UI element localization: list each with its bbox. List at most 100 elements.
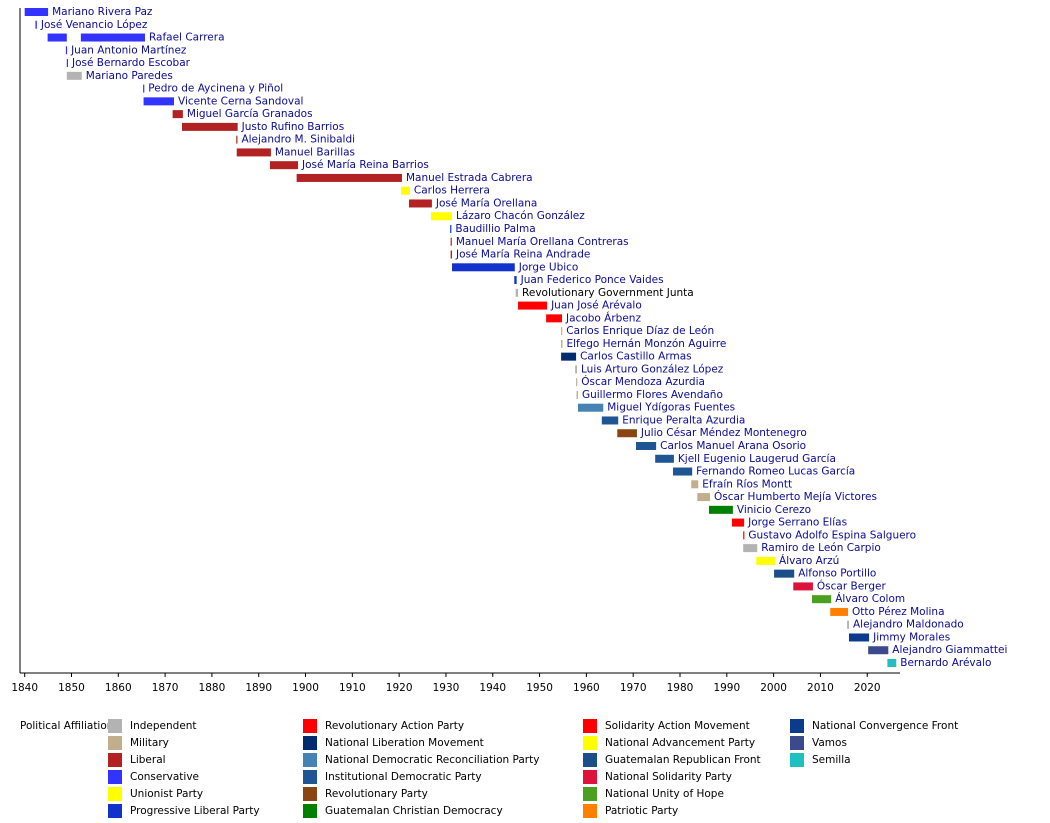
president-label: José María Reina Barrios xyxy=(301,159,429,171)
legend-label: Liberal xyxy=(130,754,166,766)
legend-swatch xyxy=(108,787,122,801)
term-bar xyxy=(575,365,578,374)
legend-title: Political Affiliation: xyxy=(20,720,117,732)
legend-swatch xyxy=(108,736,122,750)
term-bar xyxy=(452,263,515,272)
term-bar xyxy=(561,327,563,336)
term-bar xyxy=(847,620,849,629)
x-tick-label: 1960 xyxy=(573,682,600,694)
president-label: Gustavo Adolfo Espina Salguero xyxy=(748,529,916,541)
term-bar xyxy=(66,59,69,68)
president-label: José María Orellana xyxy=(435,197,537,209)
x-tick-label: 1910 xyxy=(339,682,366,694)
president-label: Álvaro Colom xyxy=(835,592,905,605)
legend-label: Vamos xyxy=(812,737,847,749)
legend-label: Patriotic Party xyxy=(605,805,678,817)
president-label: Alejandro Maldonado xyxy=(853,619,964,631)
legend-label: Independent xyxy=(130,720,197,732)
legend-label: National Solidarity Party xyxy=(605,771,732,783)
president-label: Alfonso Portillo xyxy=(798,568,876,580)
president-label: Manuel Estrada Cabrera xyxy=(406,172,533,184)
president-label: Alejandro Giammattei xyxy=(892,644,1007,656)
president-label: Jimmy Morales xyxy=(872,631,950,643)
term-bar xyxy=(450,225,452,233)
president-label: Juan Antonio Martínez xyxy=(70,44,187,56)
x-tick-label: 1860 xyxy=(105,682,132,694)
legend-swatch xyxy=(108,719,122,733)
term-bar xyxy=(296,173,402,182)
term-bar xyxy=(172,110,183,119)
president-label: Mariano Paredes xyxy=(86,70,173,82)
legend-swatch xyxy=(303,719,317,733)
term-bar xyxy=(743,531,745,540)
term-bar xyxy=(24,8,49,16)
legend-swatch xyxy=(108,770,122,784)
legend-label: Military xyxy=(130,737,169,749)
legend-label: Semilla xyxy=(812,754,851,766)
term-bar xyxy=(236,148,271,157)
president-label: Juan Federico Ponce Vaides xyxy=(520,274,664,286)
president-label: Carlos Castillo Armas xyxy=(580,351,692,363)
president-label: Óscar Berger xyxy=(817,579,887,592)
term-bar xyxy=(868,646,889,655)
president-label: Luis Arturo González López xyxy=(581,363,724,375)
term-bar xyxy=(450,237,452,246)
legend-label: Unionist Party xyxy=(130,788,203,800)
term-bar xyxy=(450,250,453,259)
president-label: Carlos Herrera xyxy=(414,185,490,197)
x-tick-label: 1920 xyxy=(386,682,413,694)
x-tick-label: 1930 xyxy=(433,682,460,694)
x-tick-label: 1840 xyxy=(11,682,38,694)
president-label: Carlos Enrique Díaz de León xyxy=(566,325,714,337)
term-bar xyxy=(709,505,733,514)
legend-label: Revolutionary Party xyxy=(325,788,428,800)
president-label: Jorge Serrano Elías xyxy=(747,517,847,529)
president-label: Lázaro Chacón González xyxy=(456,210,585,222)
x-tick-label: 1990 xyxy=(713,682,740,694)
term-bar xyxy=(774,569,795,578)
term-bar xyxy=(756,556,776,565)
term-bar xyxy=(743,544,758,553)
president-label: Miguel García Granados xyxy=(187,108,313,120)
president-label: Otto Pérez Molina xyxy=(852,606,944,618)
term-bar xyxy=(181,122,238,131)
legend-swatch xyxy=(303,753,317,767)
term-bar xyxy=(430,212,453,221)
term-bar xyxy=(697,493,710,502)
term-bar xyxy=(65,46,68,55)
x-tick-label: 1870 xyxy=(152,682,179,694)
term-bar xyxy=(830,607,849,616)
president-label: José Venancio López xyxy=(40,19,148,31)
x-tick-label: 1950 xyxy=(526,682,553,694)
term-bar xyxy=(793,582,813,591)
legend-swatch xyxy=(790,753,804,767)
term-bar xyxy=(143,84,145,93)
x-tick-label: 1980 xyxy=(667,682,694,694)
legend-swatch xyxy=(583,804,597,818)
legend-label: Guatemalan Republican Front xyxy=(605,754,761,766)
x-tick-label: 1890 xyxy=(245,682,272,694)
x-tick-label: 1880 xyxy=(199,682,226,694)
x-tick-label: 2020 xyxy=(854,682,881,694)
term-bar xyxy=(47,33,67,42)
president-label: José Bernardo Escobar xyxy=(71,57,191,69)
x-tick-label: 1940 xyxy=(479,682,506,694)
president-label: Guillermo Flores Avendaño xyxy=(582,389,723,401)
term-bar xyxy=(655,454,674,463)
legend-label: Conservative xyxy=(130,771,199,783)
term-bar xyxy=(617,429,637,438)
president-label: Julio César Méndez Montenegro xyxy=(640,427,807,439)
president-label: Manuel Barillas xyxy=(275,146,355,158)
legend-swatch xyxy=(583,787,597,801)
president-label: Kjell Eugenio Laugerud García xyxy=(678,453,836,465)
president-label: Alejandro M. Sinibaldi xyxy=(241,134,355,146)
president-label: Revolutionary Government Junta xyxy=(522,287,694,299)
x-tick-label: 1970 xyxy=(620,682,647,694)
term-bar xyxy=(812,595,832,604)
legend-swatch xyxy=(583,753,597,767)
term-bar xyxy=(35,20,37,29)
legend-swatch xyxy=(790,719,804,733)
president-label: Juan José Arévalo xyxy=(550,300,642,312)
term-bar xyxy=(561,339,563,348)
